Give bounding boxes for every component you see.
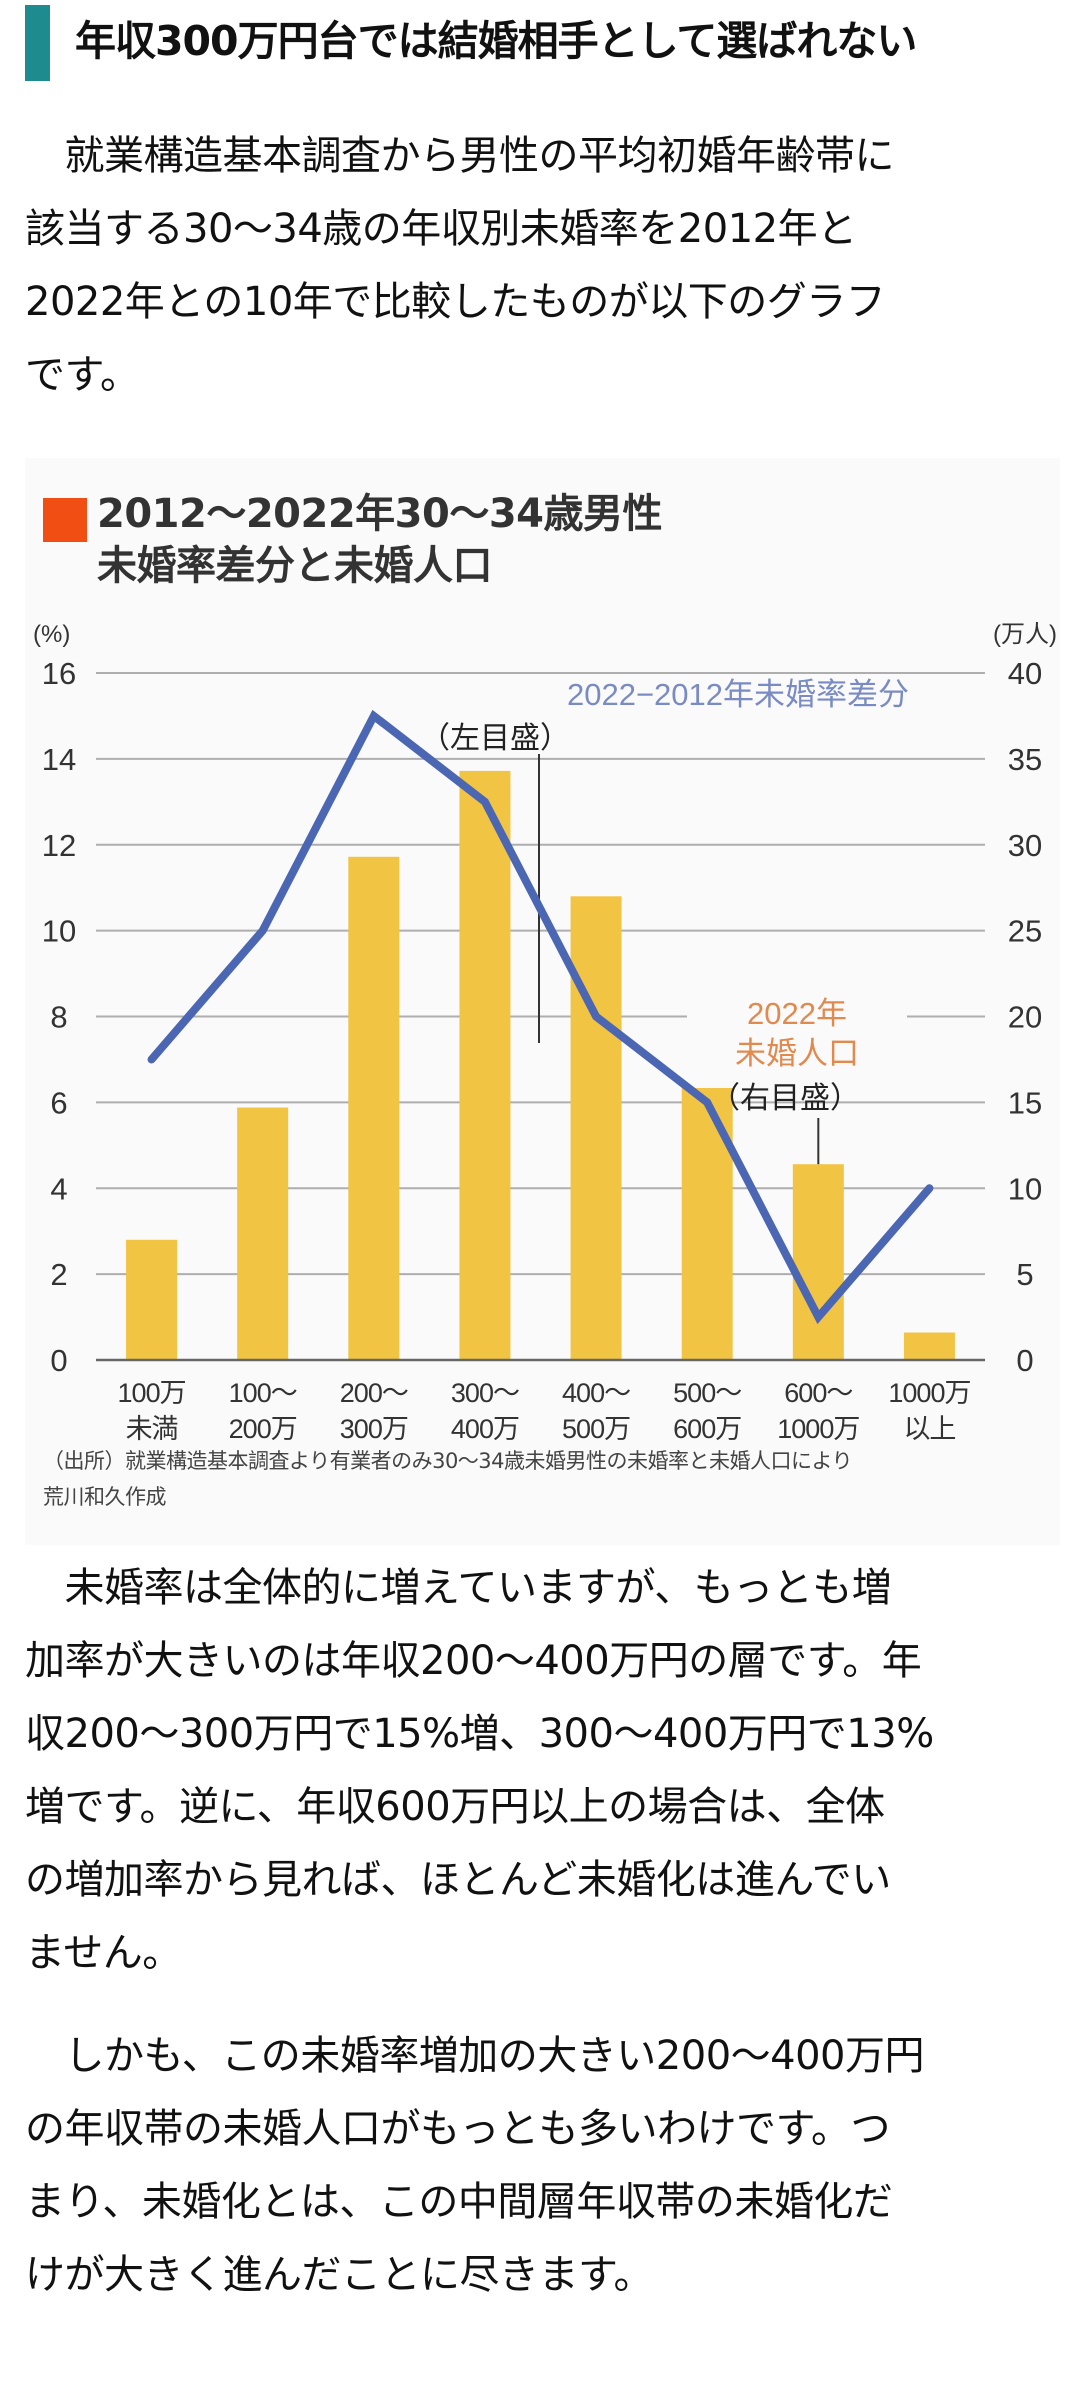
paragraph-line: です。 [25, 352, 140, 398]
heading-title: 年収300万円台では結婚相手として選ばれない [75, 17, 917, 65]
chart-title-marker [43, 498, 87, 542]
right-tick-label: 10 [1008, 1171, 1042, 1206]
x-tick-label: 1000万 [777, 1414, 859, 1444]
bar-axis-note: （右目盛） [710, 1082, 860, 1115]
right-axis-unit: (万人) [993, 621, 1057, 648]
paragraph-line: の年収帯の未婚人口がもっとも多いわけです。つ [25, 2106, 891, 2152]
bar [237, 1107, 289, 1360]
paragraph-line: 2022年との10年で比較したものが以下のグラフ [25, 279, 886, 325]
x-tick-label: 100万 [118, 1378, 186, 1408]
line-path [147, 709, 934, 1325]
line-axis-note: （左目盛） [420, 722, 570, 755]
paragraph-conclusion: しかも、この未婚率増加の大きい200～400万円 の年収帯の未婚人口がもっとも多… [25, 2020, 1055, 2312]
left-axis-unit: (%) [33, 621, 70, 648]
x-tick-label: 600～ [784, 1378, 852, 1408]
paragraph-line: 就業構造基本調査から男性の平均初婚年齢帯に [25, 133, 894, 179]
x-tick-label: 以上 [903, 1414, 955, 1444]
paragraph-line: 該当する30～34歳の年収別未婚率を2012年と [25, 206, 857, 252]
bar-series-label: 未婚人口 [735, 1036, 859, 1071]
right-tick-label: 5 [1016, 1257, 1033, 1292]
bar [570, 896, 622, 1360]
x-tick-label: 400万 [451, 1414, 519, 1444]
x-tick-label: 1000万 [888, 1378, 970, 1408]
bar [126, 1239, 178, 1360]
left-tick-label: 2 [50, 1257, 67, 1292]
x-tick-label: 600万 [673, 1414, 741, 1444]
left-tick-label: 0 [50, 1343, 67, 1378]
right-tick-label: 40 [1008, 656, 1042, 691]
bar [459, 770, 511, 1360]
x-tick-label: 500～ [673, 1378, 741, 1408]
heading-accent-bar [25, 5, 50, 81]
x-tick-label: 300～ [451, 1378, 519, 1408]
x-tick-label: 200～ [340, 1378, 408, 1408]
paragraph-intro: 就業構造基本調査から男性の平均初婚年齢帯に 該当する30～34歳の年収別未婚率を… [25, 120, 1055, 412]
left-tick-label: 10 [42, 914, 76, 949]
paragraph-line: の増加率から見れば、ほとんど未婚化は進んでい [25, 1857, 891, 1903]
line-series-label: 2022−2012年未婚率差分 [567, 677, 909, 712]
source-line: （出所）就業構造基本調査より有業者のみ30～34歳未婚男性の未婚率と未婚人口によ… [43, 1449, 853, 1473]
paragraph-line: しかも、この未婚率増加の大きい200～400万円 [25, 2033, 924, 2079]
right-tick-label: 30 [1008, 828, 1042, 863]
bar [792, 1164, 844, 1360]
x-tick-label: 500万 [562, 1414, 630, 1444]
paragraph-line: まり、未婚化とは、この中間層年収帯の未婚化だ [25, 2179, 893, 2225]
left-tick-label: 14 [42, 742, 76, 777]
right-tick-label: 0 [1016, 1343, 1033, 1378]
right-tick-label: 15 [1008, 1085, 1042, 1120]
chart-title-line1: 2012～2022年30～34歳男性 [97, 491, 662, 537]
left-tick-label: 6 [50, 1085, 67, 1120]
chart-title: 2012～2022年30～34歳男性 未婚率差分と未婚人口 [97, 488, 662, 592]
paragraph-line: ません。 [25, 1930, 182, 1976]
chart-source-note: （出所）就業構造基本調査より有業者のみ30～34歳未婚男性の未婚率と未婚人口によ… [43, 1443, 853, 1515]
bar-label-backdrop [687, 998, 907, 1088]
chart-figure: 2012～2022年30～34歳男性 未婚率差分と未婚人口 2022−2012年… [25, 458, 1060, 1545]
bar [681, 1081, 733, 1360]
paragraph-analysis: 未婚率は全体的に増えていますが、もっとも増 加率が大きいのは年収200～400万… [25, 1552, 1055, 1990]
right-tick-label: 25 [1008, 914, 1042, 949]
line-series [147, 709, 934, 1325]
right-tick-label: 35 [1008, 742, 1042, 777]
bar-series [126, 770, 955, 1360]
x-tick-label: 100～ [229, 1378, 297, 1408]
paragraph-line: 収200～300万円で15%増、300～400万円で13% [25, 1711, 934, 1757]
bar-series-label: 2022年 [747, 996, 847, 1031]
paragraph-line: 未婚率は全体的に増えていますが、もっとも増 [25, 1565, 892, 1611]
axes: 0 2 4 6 8 10 12 14 16 0 5 10 15 20 25 30 35 40 (%) (万人) 100万… [33, 621, 1057, 1444]
x-tick-label: 300万 [340, 1414, 408, 1444]
paragraph-line: けが大きく進んだことに尽きます。 [25, 2252, 654, 2298]
left-tick-label: 12 [42, 828, 76, 863]
section-heading: 年収300万円台では結婚相手として選ばれない [25, 5, 1065, 81]
left-tick-label: 4 [50, 1171, 67, 1206]
paragraph-line: 加率が大きいのは年収200～400万円の層です。年 [25, 1638, 922, 1684]
x-tick-label: 400～ [562, 1378, 630, 1408]
chart-subtitle: 未婚率差分と未婚人口 [97, 543, 492, 589]
x-tick-label: 未満 [126, 1414, 178, 1444]
paragraph-line: 増です。逆に、年収600万円以上の場合は、全体 [25, 1784, 885, 1830]
source-line: 荒川和久作成 [43, 1485, 167, 1509]
bar [903, 1332, 955, 1360]
right-tick-label: 20 [1008, 1000, 1042, 1035]
bar [348, 856, 400, 1360]
left-tick-label: 16 [42, 656, 76, 691]
x-tick-label: 200万 [229, 1414, 297, 1444]
left-tick-label: 8 [50, 1000, 67, 1035]
